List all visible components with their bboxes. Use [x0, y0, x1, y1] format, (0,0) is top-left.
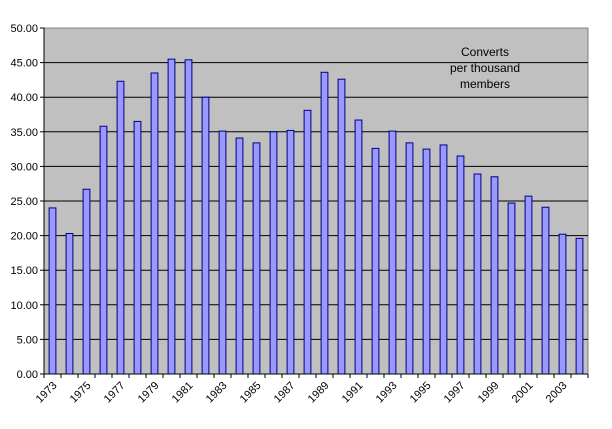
bar-2004 [575, 237, 584, 375]
x-tick-label: 1993 [374, 380, 400, 406]
x-tick-label: 1975 [68, 380, 94, 406]
y-tick-label: 30.00 [10, 161, 38, 173]
annotation-line: Converts [461, 45, 509, 59]
bar-1982 [201, 96, 210, 375]
bar-2002 [541, 206, 550, 375]
bar-1994 [405, 142, 414, 375]
bar-1991 [354, 119, 363, 375]
bar-2001 [524, 195, 533, 375]
y-tick-label: 50.00 [10, 23, 38, 35]
bar-1985 [252, 142, 261, 375]
bar-1992 [371, 147, 380, 375]
bar-1975 [82, 188, 91, 375]
bar-1983 [218, 130, 227, 375]
y-tick-label: 20.00 [10, 231, 38, 243]
x-tick-label: 1981 [170, 380, 196, 406]
bar-1988 [303, 109, 312, 375]
y-tick-label: 10.00 [10, 300, 38, 312]
bar-1995 [422, 148, 431, 375]
bar-1986 [269, 131, 278, 375]
bar-1997 [456, 155, 465, 375]
bar-2000 [507, 202, 516, 375]
bar-2003 [558, 233, 567, 375]
bar-1976 [99, 125, 108, 375]
annotation-line: per thousand [450, 61, 520, 75]
bar-1973 [48, 207, 57, 375]
bar-1984 [235, 137, 244, 375]
bar-1989 [320, 71, 329, 375]
x-tick-label: 1985 [238, 380, 264, 406]
bar-1977 [116, 80, 125, 375]
x-tick-label: 1999 [476, 380, 502, 406]
bar-1999 [490, 176, 499, 375]
x-tick-label: 1989 [306, 380, 332, 406]
x-tick-label: 1983 [204, 380, 230, 406]
y-tick-label: 25.00 [10, 196, 38, 208]
x-tick-label: 1991 [340, 380, 366, 406]
bar-1980 [167, 58, 176, 375]
y-tick-label: 40.00 [10, 92, 38, 104]
bar-1996 [439, 144, 448, 375]
bar-1979 [150, 72, 159, 375]
x-tick-label: 2001 [510, 380, 536, 406]
y-tick-label: 35.00 [10, 127, 38, 139]
x-tick-label: 1997 [442, 380, 468, 406]
x-tick-label: 1987 [272, 380, 298, 406]
bar-1990 [337, 78, 346, 375]
bar-1981 [184, 59, 193, 375]
bar-1998 [473, 173, 482, 375]
bar-1987 [286, 129, 295, 375]
bar-1974 [65, 233, 74, 375]
x-tick-label: 1977 [102, 380, 128, 406]
annotation-line: members [460, 77, 510, 91]
x-tick-label: 1979 [136, 380, 162, 406]
bar-1993 [388, 130, 397, 375]
bar-1978 [133, 120, 142, 375]
x-tick-label: 1973 [34, 380, 60, 406]
x-tick-label: 1995 [408, 380, 434, 406]
y-tick-label: 5.00 [17, 334, 38, 346]
y-tick-label: 45.00 [10, 58, 38, 70]
y-tick-label: 15.00 [10, 265, 38, 277]
y-tick-label: 0.00 [17, 369, 38, 381]
x-tick-label: 2003 [544, 380, 570, 406]
